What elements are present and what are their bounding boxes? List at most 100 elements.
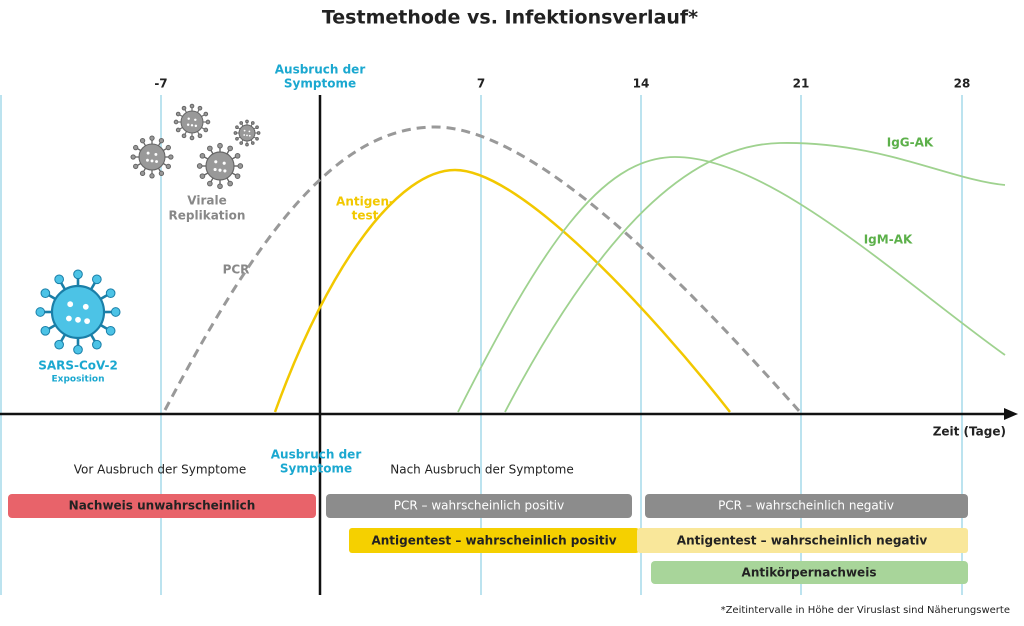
virus-part xyxy=(223,169,227,173)
virus-part xyxy=(138,143,166,171)
onset-label: Symptome xyxy=(284,77,356,91)
virus-part xyxy=(255,125,259,130)
virus-part xyxy=(203,111,209,117)
virus-part xyxy=(73,269,83,280)
tick-label: 14 xyxy=(633,77,650,91)
virus-part xyxy=(73,344,83,355)
virus-part xyxy=(168,154,174,160)
virus-part xyxy=(105,326,116,336)
virus-label: SARS-CoV-2 xyxy=(38,359,118,373)
virus-part xyxy=(196,163,203,169)
virus-part xyxy=(133,163,139,170)
virus-part xyxy=(54,339,64,350)
virus-part xyxy=(149,173,155,179)
virus-part xyxy=(181,133,187,139)
tick-label: 21 xyxy=(793,77,810,91)
virus-part xyxy=(213,167,217,172)
igg-curve xyxy=(504,142,1006,413)
virus-part xyxy=(186,123,190,126)
virus-part xyxy=(92,339,102,350)
pcr-curve xyxy=(163,125,802,413)
virus-part xyxy=(227,145,233,152)
virus-part xyxy=(218,168,222,172)
virus-part xyxy=(173,119,179,125)
virus-part xyxy=(205,119,211,125)
virus-part xyxy=(239,121,244,125)
pcr-label: PCR xyxy=(223,263,250,277)
virus-part xyxy=(243,129,246,132)
exposition-label: Exposition xyxy=(52,375,105,385)
phase-before: Vor Ausbruch der Symptome xyxy=(74,463,247,477)
virus-part xyxy=(158,170,165,176)
virus-part xyxy=(139,138,146,144)
virus-part xyxy=(150,159,154,163)
replication-label: Replikation xyxy=(169,209,246,223)
virus-part xyxy=(197,133,203,139)
replication-label: Virale xyxy=(187,194,226,208)
virus-part xyxy=(155,160,158,163)
virus-part xyxy=(67,301,74,308)
bar-label: Antigentest – wahrscheinlich positiv xyxy=(371,534,616,548)
phase-onset: Ausbruch der xyxy=(271,448,362,462)
virus-part xyxy=(146,158,149,162)
virus-part xyxy=(181,105,187,111)
bar xyxy=(637,528,968,553)
virus-part xyxy=(92,274,102,285)
virus-part xyxy=(66,315,72,322)
axis-label: Zeit (Tage) xyxy=(933,425,1006,439)
virus-part xyxy=(248,134,251,137)
tick-label: 7 xyxy=(477,77,485,91)
virus-part xyxy=(207,180,213,187)
bar-label: PCR – wahrscheinlich negativ xyxy=(718,499,894,513)
bar-label: Nachweis unwahrscheinlich xyxy=(69,499,256,513)
virus-part xyxy=(246,134,248,137)
virus-part xyxy=(84,318,90,324)
virus-part xyxy=(214,160,218,164)
virus-part xyxy=(234,153,241,159)
antigen-label: test xyxy=(352,209,379,223)
virus-part xyxy=(194,124,198,128)
virus-part xyxy=(105,288,116,298)
bar xyxy=(645,494,968,518)
igm-curve xyxy=(457,156,1006,413)
virus-part xyxy=(189,135,195,141)
virus-part xyxy=(75,316,81,323)
virus-part xyxy=(165,144,171,151)
bar-label: Antikörpernachweis xyxy=(742,566,877,580)
virus-part xyxy=(54,274,64,285)
virus-part xyxy=(35,307,46,317)
virus-part xyxy=(222,161,226,165)
virus-part xyxy=(175,111,181,117)
virus-part xyxy=(197,105,203,111)
title: Testmethode vs. Infektionsverlauf* xyxy=(322,7,698,29)
virus-part xyxy=(217,183,223,190)
virus-part xyxy=(180,110,204,134)
bar-label: Antigentest – wahrscheinlich negativ xyxy=(677,534,928,548)
virus-part xyxy=(199,153,206,159)
virus-part xyxy=(158,138,165,144)
grid-lines xyxy=(0,95,963,595)
virus-part xyxy=(238,124,256,142)
tick-label: 28 xyxy=(954,77,971,91)
virus-part xyxy=(165,163,171,170)
virus-part xyxy=(139,170,146,176)
virus-part xyxy=(190,124,194,127)
virus-part xyxy=(207,145,213,152)
virus-part xyxy=(239,141,244,145)
virus-part xyxy=(235,136,239,141)
virus-part xyxy=(82,303,89,310)
bar xyxy=(8,494,316,518)
virus-part xyxy=(40,288,51,298)
virus-part xyxy=(50,284,106,340)
footnote: *Zeitintervalle in Höhe der Viruslast si… xyxy=(721,605,1010,616)
virus-part xyxy=(194,118,197,122)
virus-part xyxy=(250,121,255,125)
virus-part xyxy=(234,173,241,179)
virus-part xyxy=(110,307,121,317)
virus-part xyxy=(243,134,246,136)
virus-part xyxy=(237,163,244,169)
virus-part xyxy=(199,173,206,179)
virus-part xyxy=(248,130,251,133)
virus-icons xyxy=(35,103,261,355)
antigen-label: Antigen- xyxy=(336,195,394,209)
